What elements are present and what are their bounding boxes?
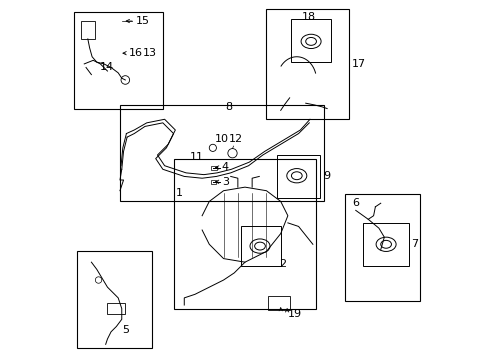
Text: 4: 4 (222, 162, 229, 172)
Text: 10: 10 (215, 134, 229, 144)
Text: 7: 7 (411, 239, 418, 249)
Bar (120, 105, 323, 202)
Bar (77, 251, 152, 348)
Text: 14: 14 (100, 63, 115, 72)
Text: 11: 11 (190, 152, 204, 162)
Bar (363, 223, 409, 266)
Text: 15: 15 (136, 16, 150, 26)
Text: 3: 3 (222, 177, 229, 187)
Text: 12: 12 (229, 134, 243, 144)
Bar (267, 9, 348, 119)
Text: 5: 5 (122, 325, 129, 335)
Text: 2: 2 (279, 259, 286, 269)
Bar (107, 303, 125, 314)
Bar (345, 194, 420, 301)
Bar (277, 155, 320, 198)
Text: 17: 17 (351, 59, 366, 69)
Bar (173, 158, 317, 309)
Text: 19: 19 (288, 309, 302, 319)
Text: 18: 18 (302, 13, 316, 22)
Bar (211, 180, 217, 184)
Bar (211, 166, 217, 170)
Bar (81, 21, 95, 39)
Bar (268, 296, 290, 310)
Bar (74, 12, 163, 109)
Text: 1: 1 (175, 188, 182, 198)
Text: 16: 16 (129, 48, 143, 58)
Text: 6: 6 (352, 198, 359, 208)
Bar (292, 19, 331, 62)
Text: 13: 13 (143, 48, 157, 58)
Text: 8: 8 (225, 102, 232, 112)
Text: 9: 9 (323, 171, 331, 181)
Bar (242, 226, 281, 266)
